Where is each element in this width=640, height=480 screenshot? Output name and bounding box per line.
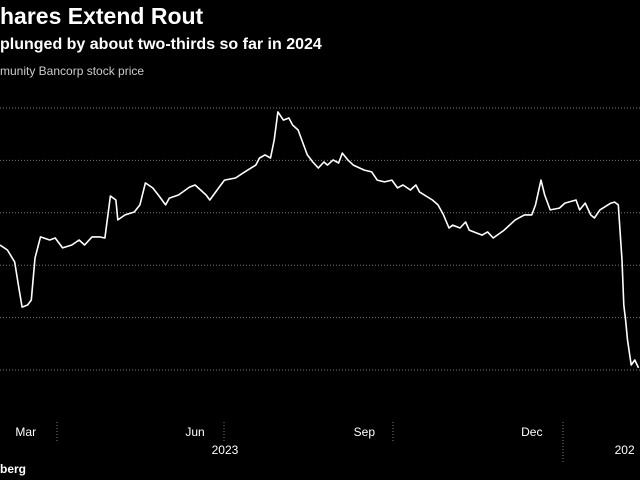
x-tick-label: Mar [15, 425, 36, 439]
x-year-label: 2023 [212, 443, 239, 457]
chart-title: hares Extend Rout [0, 3, 204, 29]
y-axis-label: munity Bancorp stock price [0, 64, 144, 78]
period-separators [56, 422, 564, 462]
chart-subtitle: plunged by about two-thirds so far in 20… [0, 36, 322, 53]
x-tick-label: Sep [354, 425, 376, 439]
x-year-label: 202 [615, 443, 635, 457]
source: berg [0, 462, 26, 476]
price-line [0, 111, 640, 369]
x-tick-label: Dec [521, 425, 542, 439]
x-tick-label: Jun [185, 425, 204, 439]
